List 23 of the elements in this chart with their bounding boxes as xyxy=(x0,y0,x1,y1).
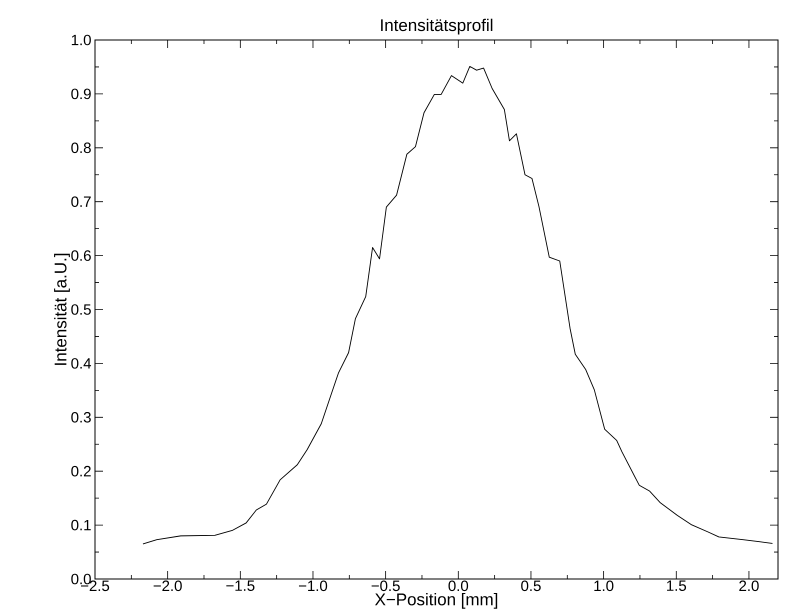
x-tick-label: 0.0 xyxy=(448,580,468,592)
y-tick-label: 0.6 xyxy=(71,250,91,261)
x-tick-label: 1.0 xyxy=(594,580,614,592)
x-tick-label: 2.0 xyxy=(739,580,759,592)
y-tick-label: 1.0 xyxy=(72,34,91,46)
y-tick-label: 0.2 xyxy=(71,466,91,476)
x-tick-label: 1.5 xyxy=(667,580,686,591)
y-axis-title: Intensität [a.U.] xyxy=(54,254,70,365)
y-tick-label: 0.5 xyxy=(71,304,91,315)
line-series xyxy=(142,66,773,544)
x-axis-title: X−Position [mm] xyxy=(374,592,498,609)
x-tick-label: 0.5 xyxy=(521,580,541,592)
y-tick-label: 0.8 xyxy=(71,142,91,154)
y-tick-label: 0.3 xyxy=(71,412,91,423)
y-tick-label: 0.1 xyxy=(71,520,91,530)
x-tick-label: −0.5 xyxy=(372,580,400,592)
y-tick-label: 0.9 xyxy=(71,88,91,100)
y-tick-label: 0.4 xyxy=(71,358,92,369)
x-tick-label: −1.5 xyxy=(226,580,254,591)
y-tick-label: 0.7 xyxy=(71,196,91,207)
x-tick-label: −2.0 xyxy=(154,580,182,592)
chart-title: Intensitätsprofil xyxy=(381,18,492,34)
x-tick-label: −1.0 xyxy=(298,580,328,592)
